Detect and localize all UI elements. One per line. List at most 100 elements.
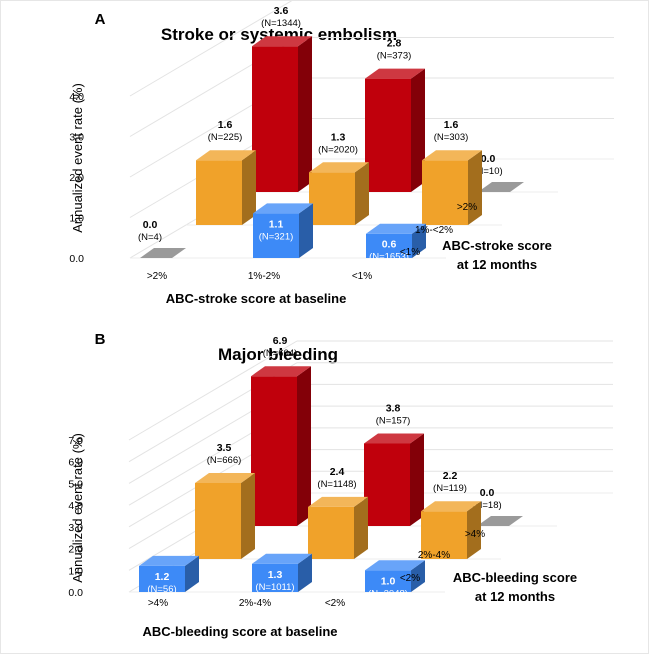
bar-front bbox=[365, 570, 411, 592]
data-label-value: 2.2 bbox=[443, 470, 458, 482]
data-label-value: 2.8 bbox=[387, 38, 402, 50]
bar-top bbox=[252, 553, 312, 564]
data-label-n: (N=666) bbox=[207, 455, 242, 466]
x-tick-label: 1%-2% bbox=[248, 271, 280, 282]
bar-front bbox=[365, 78, 411, 192]
data-label-n: (N=4) bbox=[138, 232, 162, 243]
data-label-value: 1.3 bbox=[331, 131, 346, 143]
data-label-n: (N=321) bbox=[259, 231, 294, 242]
z-tick-label: >2% bbox=[457, 202, 477, 213]
bar-front bbox=[251, 376, 297, 526]
bar-front bbox=[308, 506, 354, 559]
y-tick-label: 6.0 bbox=[68, 457, 83, 469]
bar-top bbox=[251, 366, 311, 377]
data-label-value: 1.2 bbox=[155, 571, 170, 583]
data-label-n: (N=119) bbox=[433, 483, 467, 494]
z-axis-label: ABC-stroke score bbox=[442, 238, 552, 253]
data-label-value: 1.1 bbox=[269, 218, 284, 230]
data-label-n: (N=225) bbox=[208, 132, 243, 143]
bar-top bbox=[196, 150, 256, 161]
bar-side bbox=[468, 150, 482, 225]
bar-top bbox=[364, 433, 424, 444]
bar-side bbox=[185, 555, 199, 592]
data-label-value: 6.9 bbox=[273, 335, 288, 347]
data-label-n: (N=2048) bbox=[368, 588, 408, 599]
data-label-n: (N=2020) bbox=[318, 144, 358, 155]
x-tick-label: >2% bbox=[147, 271, 167, 282]
bar-side bbox=[354, 496, 368, 559]
y-axis-label: Annualized event rate (%) bbox=[70, 433, 85, 583]
data-label-n: (N=373) bbox=[377, 51, 412, 62]
z-tick-label: <1% bbox=[400, 247, 420, 258]
data-label-n: (N=1344) bbox=[261, 18, 301, 29]
data-label-n: (N=18) bbox=[472, 500, 501, 511]
bar-side bbox=[412, 223, 426, 258]
bar-front bbox=[252, 46, 298, 193]
y-tick-label: 3.0 bbox=[68, 522, 83, 534]
bar-front bbox=[366, 233, 412, 258]
y-tick-label: 1.0 bbox=[69, 213, 84, 225]
bar-zero bbox=[478, 182, 524, 192]
bar-front bbox=[253, 213, 299, 258]
data-label-value: 1.3 bbox=[268, 569, 283, 581]
bar-side bbox=[298, 553, 312, 592]
data-label-value: 3.8 bbox=[386, 402, 401, 414]
panel-letter: B bbox=[95, 331, 106, 348]
bar-top bbox=[308, 496, 368, 507]
bar-top bbox=[365, 68, 425, 79]
bar-top bbox=[253, 203, 313, 214]
data-label-value: 0.6 bbox=[382, 239, 397, 251]
data-label-value: 1.6 bbox=[218, 119, 233, 131]
gridline-side bbox=[129, 0, 294, 97]
x-tick-label: <2% bbox=[325, 598, 345, 609]
bar-zero bbox=[140, 248, 186, 258]
bar-zero bbox=[477, 516, 523, 526]
y-tick-label: 0.0 bbox=[68, 587, 83, 599]
data-label-value: 1.6 bbox=[444, 119, 459, 131]
y-tick-label: 0.0 bbox=[69, 253, 84, 265]
data-label-value: 3.6 bbox=[274, 5, 289, 17]
data-label-n: (N=1011) bbox=[255, 582, 294, 593]
y-axis-label: Annualized event rate (%) bbox=[70, 83, 85, 233]
bar-front bbox=[195, 483, 241, 559]
bar-side bbox=[467, 501, 481, 559]
data-label-value: 0.0 bbox=[480, 487, 495, 499]
data-label-value: 1.0 bbox=[381, 575, 396, 587]
bar-top bbox=[366, 223, 426, 234]
bar-front bbox=[252, 563, 298, 592]
bar-front bbox=[196, 160, 242, 225]
bar-side bbox=[410, 433, 424, 526]
bar-side bbox=[297, 366, 311, 526]
data-label-value: 3.5 bbox=[217, 442, 232, 454]
y-tick-label: 2.0 bbox=[69, 172, 84, 184]
data-label-value: 2.4 bbox=[330, 466, 345, 478]
data-label-n: (N=157) bbox=[376, 415, 411, 426]
bar-side bbox=[411, 560, 425, 592]
data-label-n: (N=604) bbox=[263, 348, 298, 359]
z-tick-label: >4% bbox=[465, 529, 485, 540]
data-label-n: (N=10) bbox=[473, 166, 502, 177]
bar-side bbox=[299, 203, 313, 258]
y-tick-label: 4.0 bbox=[69, 91, 84, 103]
x-tick-label: >4% bbox=[148, 598, 168, 609]
bar-top bbox=[139, 555, 199, 566]
x-tick-label: <1% bbox=[352, 271, 372, 282]
bar-side bbox=[298, 36, 312, 193]
bar-front bbox=[309, 172, 355, 225]
chart-title: Major bleeding bbox=[218, 345, 338, 364]
data-label-n: (N=303) bbox=[434, 132, 469, 143]
bar-side bbox=[241, 473, 255, 559]
data-label-value: 0.0 bbox=[143, 219, 158, 231]
bar-side bbox=[242, 150, 256, 225]
y-tick-label: 3.0 bbox=[69, 132, 84, 144]
z-tick-label: 2%-4% bbox=[418, 550, 450, 561]
bar-side bbox=[355, 162, 369, 225]
data-label-n: (N=1653) bbox=[369, 252, 409, 263]
bar-front bbox=[422, 160, 468, 225]
data-label-n: (N=1148) bbox=[317, 479, 356, 490]
data-label-value: 0.0 bbox=[481, 153, 496, 165]
y-tick-label: 2.0 bbox=[68, 544, 83, 556]
data-label-n: (N=56) bbox=[147, 584, 176, 595]
y-tick-label: 5.0 bbox=[68, 478, 83, 490]
